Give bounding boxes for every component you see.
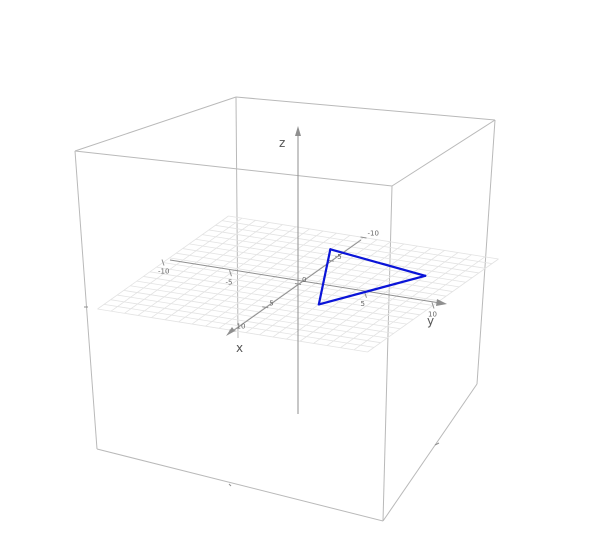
grid-line bbox=[286, 245, 418, 340]
grid-line bbox=[340, 254, 472, 349]
grid-line bbox=[103, 303, 375, 348]
box-edge bbox=[74, 96, 237, 152]
y-tick-label: -10 bbox=[158, 268, 169, 276]
y-tick bbox=[161, 259, 165, 266]
z-axis-arrow bbox=[295, 126, 301, 136]
y-tick bbox=[431, 302, 435, 309]
grid-line bbox=[259, 241, 391, 336]
triangle-edge[interactable] bbox=[317, 248, 332, 306]
x-tick-label: 5 bbox=[269, 299, 273, 307]
grid-line bbox=[149, 271, 420, 316]
box-edge bbox=[74, 150, 98, 450]
box-edge bbox=[382, 383, 478, 522]
x-tick bbox=[360, 236, 367, 239]
grid-line bbox=[143, 276, 414, 320]
y-tick-label: 5 bbox=[361, 300, 365, 308]
grid-line bbox=[272, 243, 405, 338]
x-tick-label: -10 bbox=[368, 230, 379, 238]
grid-line bbox=[110, 299, 381, 344]
grid-line bbox=[156, 266, 427, 311]
blue-triangle[interactable] bbox=[317, 248, 427, 306]
y-axis-arrow bbox=[436, 299, 447, 306]
grid-line bbox=[326, 252, 459, 346]
x-tick bbox=[294, 283, 302, 285]
x-tick-label: 10 bbox=[237, 323, 246, 331]
x-tick bbox=[229, 329, 236, 332]
box-edge bbox=[235, 96, 496, 121]
box-edge bbox=[382, 185, 393, 522]
triangle-edge[interactable] bbox=[329, 248, 427, 277]
axes bbox=[169, 126, 447, 414]
y-tick bbox=[229, 270, 232, 277]
box-tick bbox=[228, 483, 232, 487]
x-axis-arrow bbox=[226, 327, 235, 336]
x-tick-label: -5 bbox=[335, 253, 342, 261]
axis-ticks: -10 -5 0 5 10 -10 -5 5 10 bbox=[158, 230, 437, 332]
x-axis-line bbox=[229, 239, 362, 334]
x-axis-label: x bbox=[236, 341, 243, 355]
box-edge bbox=[476, 119, 496, 385]
y-axis-label: y bbox=[427, 314, 434, 328]
y-tick-label: -5 bbox=[226, 278, 233, 286]
box-edge bbox=[96, 448, 384, 522]
grid-line bbox=[353, 256, 486, 351]
box-tick bbox=[434, 442, 440, 446]
box-edge bbox=[391, 119, 496, 187]
box-edge bbox=[74, 150, 393, 187]
bounding-box bbox=[74, 96, 496, 522]
x-tick-label: 0 bbox=[302, 276, 306, 284]
grid-line bbox=[123, 290, 394, 334]
grid-line bbox=[117, 294, 388, 339]
y-axis-line bbox=[169, 259, 441, 304]
z-axis-label: z bbox=[279, 136, 285, 150]
y-tick-label: 10 bbox=[428, 311, 437, 319]
grid-line bbox=[313, 250, 445, 344]
triangle-edge[interactable] bbox=[317, 274, 427, 306]
grid-line bbox=[136, 280, 407, 325]
x-tick bbox=[262, 306, 269, 309]
